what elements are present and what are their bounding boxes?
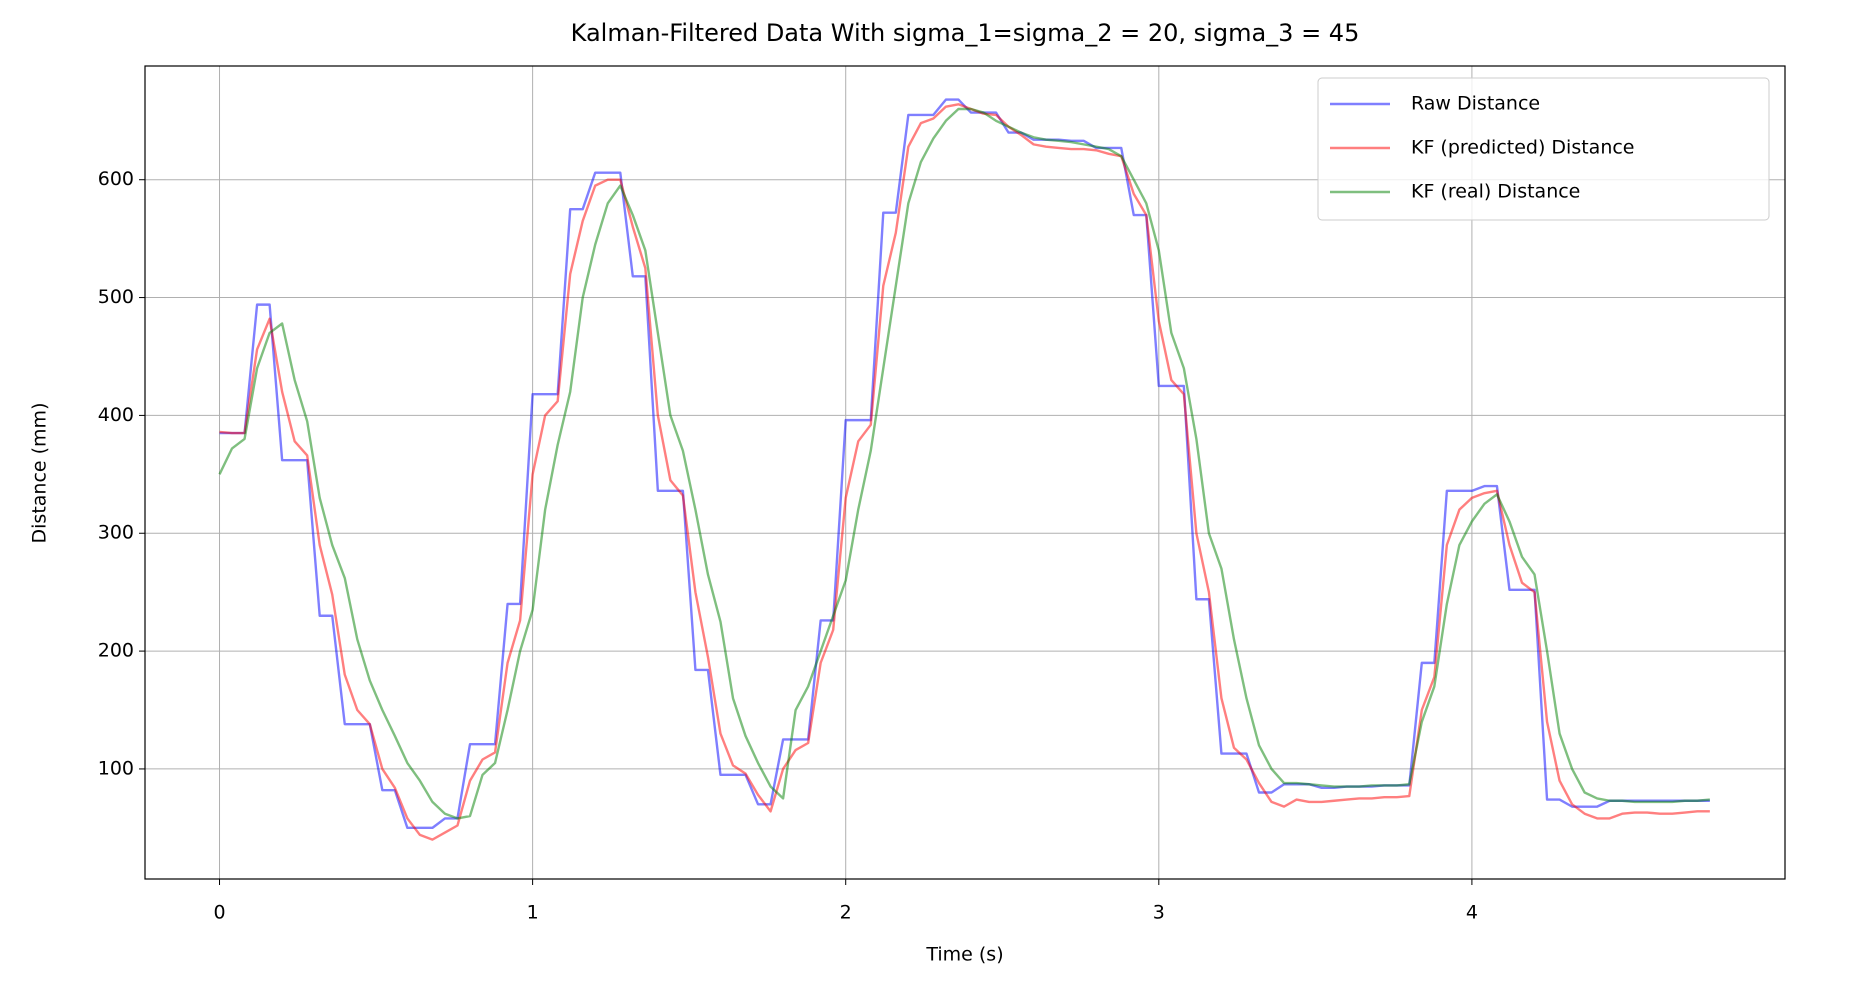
legend-label: Raw Distance	[1411, 93, 1540, 115]
x-tick-label: 4	[1466, 902, 1478, 924]
x-tick-label: 0	[213, 902, 225, 924]
y-tick-label: 200	[98, 640, 134, 662]
y-tick-label: 400	[98, 404, 134, 426]
y-axis-label: Distance (mm)	[29, 403, 51, 544]
y-tick-label: 300	[98, 522, 134, 544]
legend-label: KF (predicted) Distance	[1411, 137, 1635, 159]
x-axis-label: Time (s)	[925, 944, 1003, 966]
x-tick-label: 1	[527, 902, 539, 924]
data-line	[218, 107, 1710, 820]
x-tick-label: 3	[1153, 902, 1165, 924]
y-tick-label: 600	[98, 168, 134, 190]
y-tick-label: 100	[98, 757, 134, 779]
legend: Raw Distance KF (predicted) Distance KF (r…	[1317, 77, 1770, 221]
data-line	[219, 103, 1710, 841]
chart-title: Kalman-Filtered Data With sigma_1=sigma_…	[571, 19, 1360, 47]
legend-label: KF (real) Distance	[1411, 181, 1580, 203]
plot-frame	[144, 65, 1786, 880]
grid	[145, 66, 1785, 879]
legend-box	[1317, 77, 1770, 221]
y-tick-label: 500	[98, 286, 134, 308]
x-tick-label: 2	[840, 902, 852, 924]
